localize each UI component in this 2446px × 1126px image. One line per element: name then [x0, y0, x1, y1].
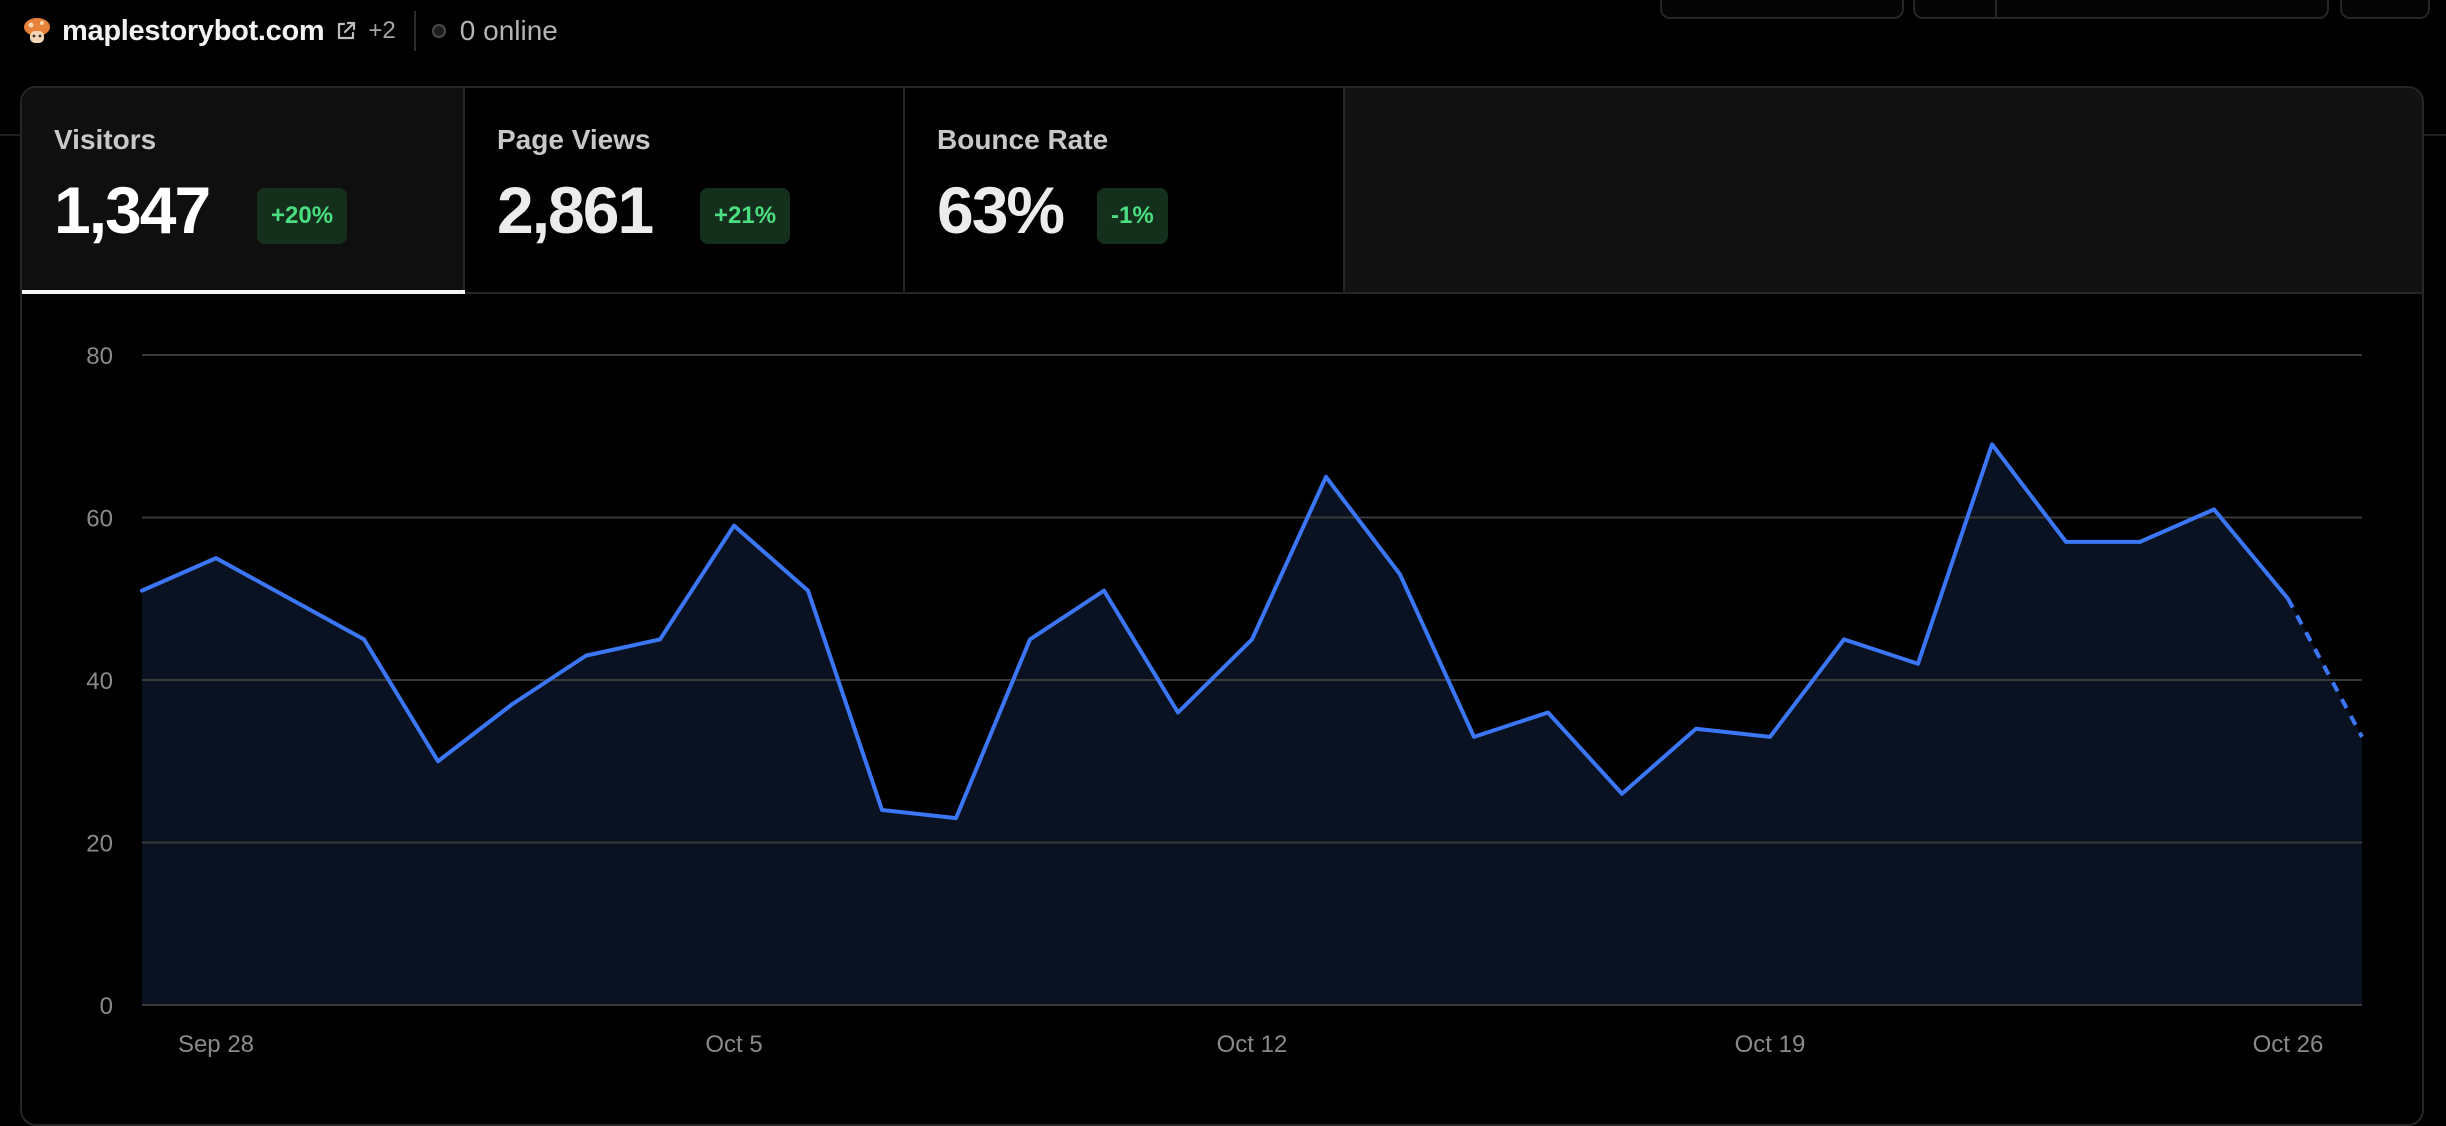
metric-value: 2,861	[497, 173, 654, 247]
site-header: maplestorybot.com +2 0 online	[22, 11, 558, 51]
series-line	[140, 442, 2290, 821]
tab-visitors[interactable]: Visitors 1,347 +20%	[22, 88, 465, 294]
change-badge: -1%	[1097, 188, 1168, 244]
tab-empty-area	[1345, 88, 2422, 292]
metric-tabs: Visitors 1,347 +20% Page Views 2,861 +21…	[22, 88, 2422, 294]
metric-value: 63%	[937, 173, 1065, 247]
series-line-partial	[2286, 597, 2364, 738]
change-badge: +21%	[700, 188, 791, 244]
tab-page-views[interactable]: Page Views 2,861 +21%	[465, 88, 905, 292]
mushroom-favicon-icon	[22, 16, 52, 46]
header-rule	[2422, 134, 2446, 136]
x-tick-label: Oct 26	[2253, 1031, 2324, 1058]
x-tick-label: Oct 5	[705, 1031, 762, 1058]
y-tick-label: 20	[86, 831, 113, 858]
change-badge: +20%	[257, 188, 348, 244]
header-divider	[413, 11, 416, 51]
date-range-button[interactable]	[1660, 0, 1904, 19]
top-bar: maplestorybot.com +2 0 online	[0, 0, 2446, 62]
x-tick-label: Oct 19	[1735, 1031, 1806, 1058]
area-fill	[142, 444, 2362, 1005]
metric-label: Page Views	[497, 124, 651, 155]
y-tick-label: 0	[100, 993, 113, 1020]
y-tick-label: 40	[86, 668, 113, 695]
metric-value: 1,347	[54, 173, 211, 247]
y-tick-label: 60	[86, 506, 113, 533]
external-link-icon[interactable]	[334, 19, 358, 43]
metric-label: Visitors	[54, 124, 157, 155]
x-tick-label: Oct 12	[1217, 1031, 1288, 1058]
x-tick-label: Sep 28	[178, 1031, 254, 1058]
active-tab-indicator	[22, 290, 465, 294]
menu-button[interactable]	[2340, 0, 2430, 19]
tab-bounce-rate[interactable]: Bounce Rate 63% -1%	[905, 88, 1345, 292]
site-name[interactable]: maplestorybot.com	[62, 14, 325, 47]
online-count: 0 online	[459, 15, 558, 46]
extra-sites-count[interactable]: +2	[368, 17, 396, 44]
visitors-chart: 0 20 40 60 80 Sep 28 Oct 5 Oct 12 Oct 19 Oct 26	[86, 343, 2364, 1058]
y-tick-label: 80	[86, 343, 113, 370]
period-selector[interactable]	[1913, 0, 2329, 19]
status-dot-icon	[431, 24, 446, 38]
header-rule	[0, 134, 22, 136]
metric-label: Bounce Rate	[937, 124, 1109, 155]
